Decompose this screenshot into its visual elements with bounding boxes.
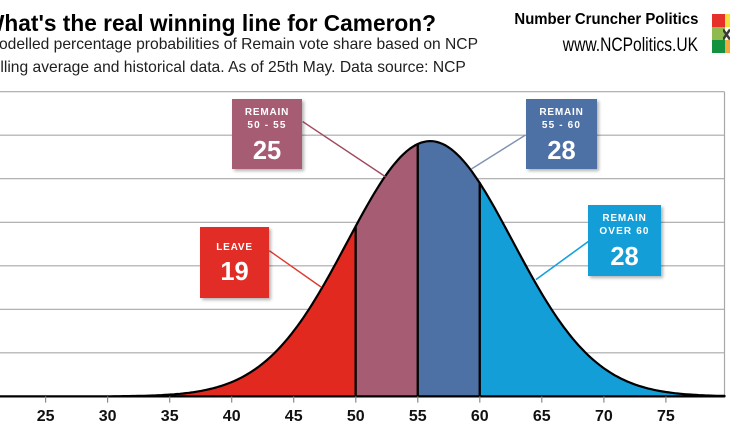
svg-text:60: 60 [471, 408, 489, 425]
svg-text:35: 35 [161, 408, 179, 425]
svg-text:75: 75 [657, 408, 675, 425]
svg-text:50: 50 [347, 408, 365, 425]
svg-text:55: 55 [409, 408, 427, 425]
svg-text:65: 65 [533, 408, 551, 425]
svg-text:70: 70 [595, 408, 613, 425]
svg-text:25: 25 [37, 408, 55, 425]
svg-text:45: 45 [285, 408, 303, 425]
svg-text:30: 30 [99, 408, 117, 425]
svg-text:40: 40 [223, 408, 241, 425]
